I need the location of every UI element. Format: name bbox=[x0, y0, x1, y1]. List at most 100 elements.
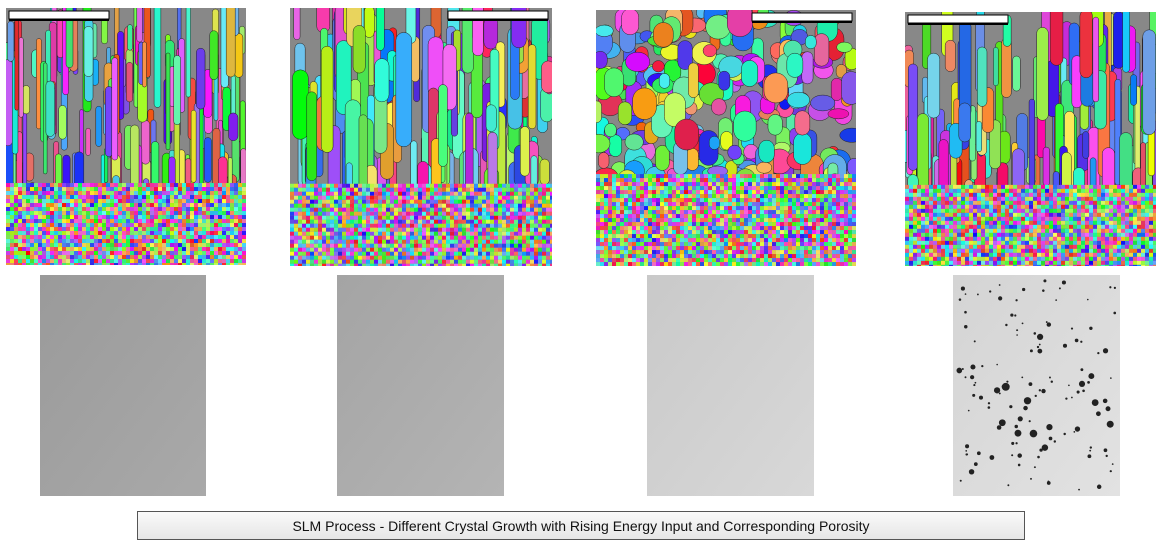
fine-grain bbox=[186, 191, 190, 195]
fine-grain bbox=[26, 235, 30, 239]
fine-grain bbox=[945, 189, 949, 193]
fine-grain bbox=[386, 208, 390, 212]
fine-grain bbox=[490, 232, 494, 236]
fine-grain bbox=[130, 263, 134, 267]
fine-grain bbox=[398, 244, 402, 248]
fine-grain bbox=[640, 246, 644, 250]
fine-grain bbox=[206, 191, 210, 195]
fine-grain bbox=[50, 251, 54, 255]
fine-grain bbox=[796, 242, 800, 246]
fine-grain bbox=[688, 226, 692, 230]
fine-grain bbox=[534, 208, 538, 212]
fine-grain bbox=[226, 255, 230, 259]
fine-grain bbox=[66, 227, 70, 231]
fine-grain bbox=[350, 240, 354, 244]
grain bbox=[19, 37, 23, 117]
fine-grain bbox=[218, 203, 222, 207]
fine-grain bbox=[310, 212, 314, 216]
fine-grain bbox=[366, 232, 370, 236]
fine-grain bbox=[230, 203, 234, 207]
fine-grain bbox=[242, 207, 246, 211]
fine-grain bbox=[358, 220, 362, 224]
fine-grain bbox=[604, 242, 608, 246]
fine-grain bbox=[462, 236, 466, 240]
fine-grain bbox=[146, 203, 150, 207]
fine-grain bbox=[596, 174, 600, 178]
fine-grain bbox=[374, 212, 378, 216]
fine-grain bbox=[330, 252, 334, 256]
fine-grain bbox=[438, 244, 442, 248]
fine-grain bbox=[82, 195, 86, 199]
fine-grain bbox=[474, 244, 478, 248]
fine-grain bbox=[828, 254, 832, 258]
fine-grain bbox=[812, 254, 816, 258]
fine-grain bbox=[470, 236, 474, 240]
fine-grain bbox=[186, 211, 190, 215]
grain bbox=[605, 123, 617, 137]
fine-grain bbox=[130, 219, 134, 223]
fine-grain bbox=[370, 264, 374, 268]
fine-grain bbox=[800, 198, 804, 202]
fine-grain bbox=[684, 230, 688, 234]
fine-grain bbox=[502, 240, 506, 244]
fine-grain bbox=[542, 232, 546, 236]
fine-grain bbox=[596, 194, 600, 198]
fine-grain bbox=[748, 186, 752, 190]
fine-grain bbox=[138, 263, 142, 267]
fine-grain bbox=[744, 206, 748, 210]
fine-grain bbox=[848, 250, 852, 254]
fine-grain bbox=[744, 254, 748, 258]
fine-grain bbox=[788, 234, 792, 238]
fine-grain bbox=[134, 211, 138, 215]
fine-grain bbox=[346, 212, 350, 216]
fine-grain bbox=[514, 188, 518, 192]
fine-grain bbox=[422, 240, 426, 244]
fine-grain bbox=[70, 203, 74, 207]
fine-grain bbox=[1045, 189, 1049, 193]
fine-grain bbox=[514, 264, 518, 268]
fine-grain bbox=[6, 195, 10, 199]
fine-grain bbox=[382, 252, 386, 256]
fine-grain bbox=[422, 260, 426, 264]
fine-grain bbox=[382, 256, 386, 260]
fine-grain bbox=[362, 252, 366, 256]
fine-grain bbox=[1141, 185, 1145, 189]
fine-grain bbox=[446, 264, 450, 268]
fine-grain bbox=[620, 258, 624, 262]
grain bbox=[1029, 99, 1035, 189]
fine-grain bbox=[796, 174, 800, 178]
fine-grain bbox=[38, 243, 42, 247]
fine-grain bbox=[640, 210, 644, 214]
fine-grain bbox=[470, 260, 474, 264]
fine-grain bbox=[198, 239, 202, 243]
fine-grain bbox=[704, 258, 708, 262]
fine-grain bbox=[514, 192, 518, 196]
fine-grain bbox=[550, 204, 554, 208]
fine-grain bbox=[680, 250, 684, 254]
fine-grain bbox=[640, 262, 644, 266]
fine-grain bbox=[780, 206, 784, 210]
fine-grain bbox=[482, 248, 486, 252]
fine-grain bbox=[402, 216, 406, 220]
fine-grain bbox=[386, 260, 390, 264]
fine-grain bbox=[374, 204, 378, 208]
fine-grain bbox=[820, 222, 824, 226]
fine-grain bbox=[616, 246, 620, 250]
fine-grain bbox=[150, 211, 154, 215]
grain bbox=[840, 128, 864, 142]
fine-grain bbox=[474, 212, 478, 216]
fine-grain bbox=[422, 244, 426, 248]
fine-grain bbox=[386, 216, 390, 220]
fine-grain bbox=[422, 232, 426, 236]
fine-grain bbox=[358, 252, 362, 256]
fine-grain bbox=[366, 196, 370, 200]
fine-grain bbox=[186, 243, 190, 247]
fine-grain bbox=[10, 207, 14, 211]
fine-grain bbox=[110, 191, 114, 195]
fine-grain bbox=[22, 215, 26, 219]
fine-grain bbox=[608, 210, 612, 214]
fine-grain bbox=[198, 215, 202, 219]
fine-grain bbox=[326, 188, 330, 192]
fine-grain bbox=[154, 187, 158, 191]
fine-grain bbox=[672, 198, 676, 202]
